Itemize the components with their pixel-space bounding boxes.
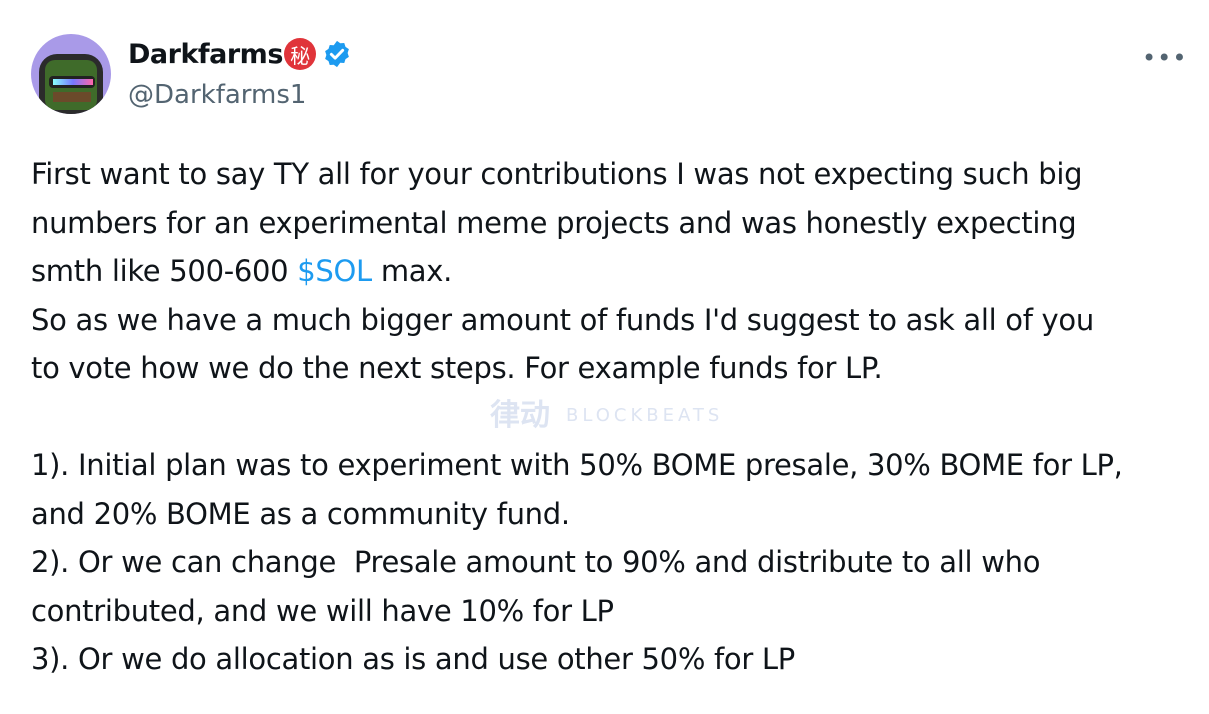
tweet-text-segment: 1). Initial plan was to experiment with … <box>31 448 1123 482</box>
avatar[interactable] <box>31 34 111 114</box>
tweet-line: contributed, and we will have 10% for LP <box>31 587 1123 636</box>
tweet-line: First want to say TY all for your contri… <box>31 150 1123 199</box>
tweet-line: 2). Or we can change Presale amount to 9… <box>31 538 1123 587</box>
tweet-text-segment: and 20% BOME as a community fund. <box>31 496 570 531</box>
tweet-line: smth like 500-600 $SOL max. <box>31 247 1123 296</box>
tweet-line: 3). Or we do allocation as is and use ot… <box>31 635 1123 684</box>
avatar-image <box>39 54 103 114</box>
display-name: Darkfarms <box>128 38 283 70</box>
tweet-line: 1). Initial plan was to experiment with … <box>31 441 1123 490</box>
tweet-text-segment: First want to say TY all for your contri… <box>31 157 1083 191</box>
tweet-line: So as we have a much bigger amount of fu… <box>31 296 1123 345</box>
author-name[interactable]: Darkfarms 秘 <box>128 38 352 70</box>
tweet-text-segment: to vote how we do the next steps. For ex… <box>31 351 883 385</box>
tweet-text-segment: contributed, and we will have 10% for LP <box>31 593 614 628</box>
tweet-text-segment: numbers for an experimental meme project… <box>31 205 1077 240</box>
seal-badge: 秘 <box>283 38 316 70</box>
tweet-text-segment: smth like 500-600 <box>31 254 298 288</box>
author-handle[interactable]: @Darkfarms1 <box>128 80 307 110</box>
tweet-text: First want to say TY all for your contri… <box>31 150 1123 684</box>
more-options-icon[interactable]: ••• <box>1142 44 1188 72</box>
tweet-line: to vote how we do the next steps. For ex… <box>31 344 1123 393</box>
tweet-line: numbers for an experimental meme project… <box>31 199 1123 248</box>
tweet-text-segment: 3). Or we do allocation as is and use ot… <box>31 642 795 676</box>
tweet-text-segment: max. <box>371 254 453 288</box>
tweet-line: and 20% BOME as a community fund. <box>31 490 1123 539</box>
tweet-text-segment: 2). Or we can change Presale amount to 9… <box>31 545 1041 579</box>
cashtag-link[interactable]: $SOL <box>297 254 372 288</box>
verified-badge-icon <box>325 40 349 68</box>
tweet-text-segment: So as we have a much bigger amount of fu… <box>31 302 1094 337</box>
tweet-line <box>31 393 1123 442</box>
